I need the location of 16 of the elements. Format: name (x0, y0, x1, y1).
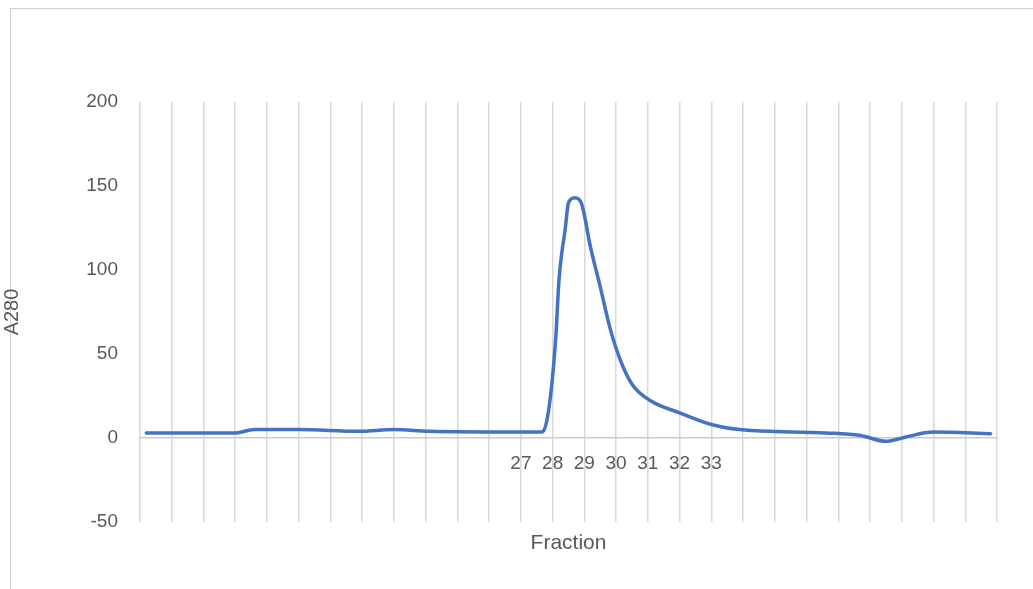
x-tick-label: 27 (510, 451, 532, 473)
y-tick-label: 0 (107, 426, 118, 448)
x-tick-label: 30 (605, 451, 627, 473)
y-tick-label: 200 (86, 90, 118, 112)
y-tick-label: 50 (96, 342, 118, 364)
y-tick-label: 100 (86, 258, 118, 280)
line-series (144, 196, 993, 444)
x-tick-label: 28 (542, 451, 564, 473)
y-tick-label: -50 (90, 510, 118, 532)
y-axis-title: A280 (0, 288, 22, 336)
x-tick-label: 29 (573, 451, 595, 473)
y-tick-label: 150 (86, 174, 118, 196)
x-axis-title: Fraction (529, 530, 608, 554)
x-tick-label: 33 (700, 451, 722, 473)
x-tick-label: 31 (637, 451, 659, 473)
x-tick-label: 32 (669, 451, 691, 473)
